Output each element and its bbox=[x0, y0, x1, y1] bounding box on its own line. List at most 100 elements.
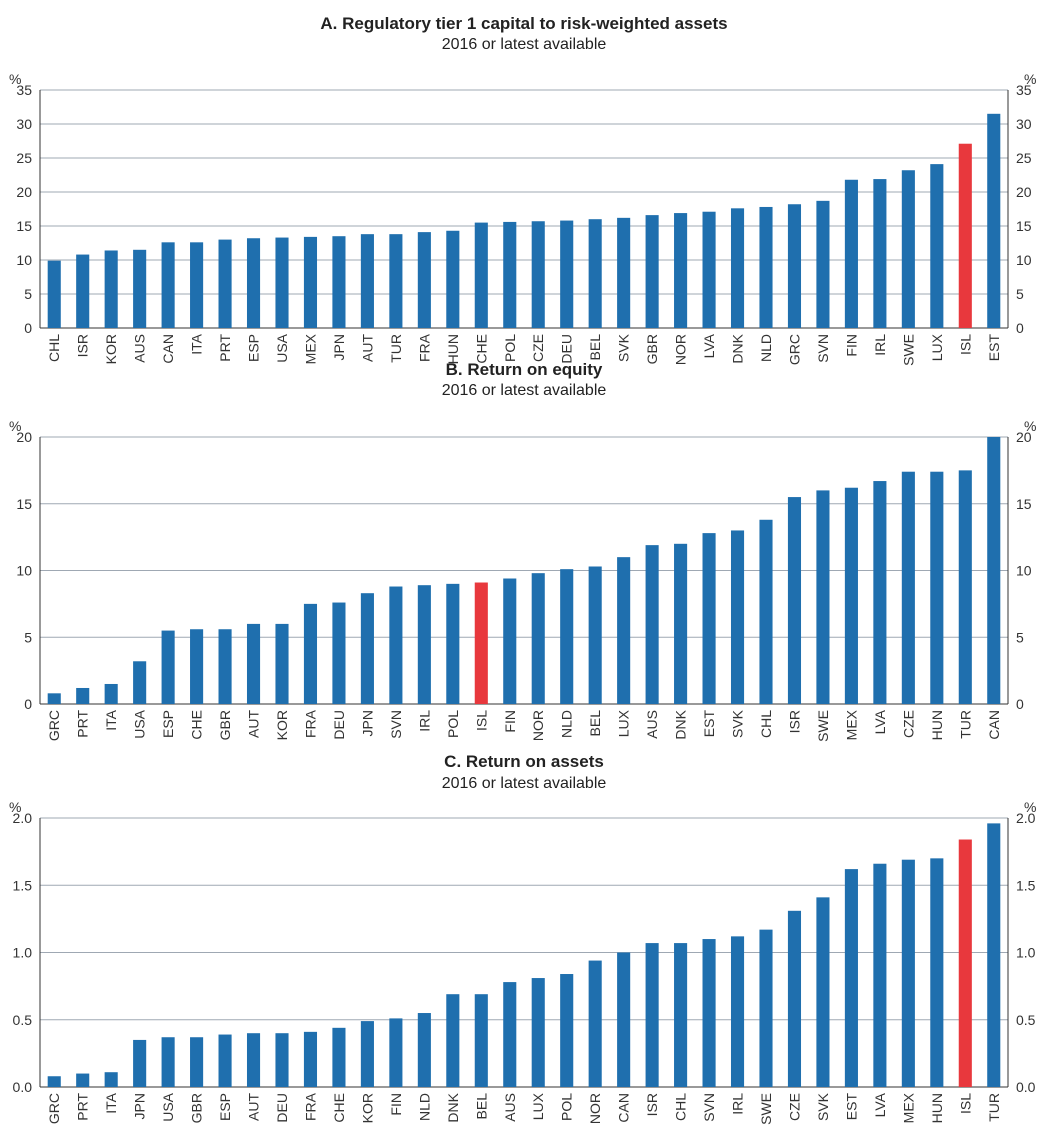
bar-nld bbox=[417, 1013, 431, 1087]
x-tick-label: POL bbox=[559, 1093, 575, 1121]
bar-fin bbox=[844, 179, 858, 328]
unit-label-left: % bbox=[9, 71, 21, 87]
y-tick-label-left: 30 bbox=[16, 116, 32, 132]
panel-b-title: B. Return on equity bbox=[445, 360, 603, 379]
x-tick-label: LUX bbox=[929, 333, 945, 361]
y-tick-label-left: 25 bbox=[16, 150, 32, 166]
panel-c-title: C. Return on assets bbox=[444, 752, 604, 771]
y-tick-label-left: 20 bbox=[16, 184, 32, 200]
bar-est bbox=[844, 869, 858, 1087]
y-tick-label-right: 0 bbox=[1016, 696, 1024, 712]
bar-svk bbox=[617, 217, 631, 328]
bar-aus bbox=[503, 982, 517, 1087]
panel-a-subtitle: 2016 or latest available bbox=[441, 36, 607, 53]
bar-che bbox=[474, 222, 488, 328]
x-tick-label: AUT bbox=[246, 710, 262, 738]
bar-hun bbox=[930, 858, 944, 1087]
y-tick-label-left: 1.5 bbox=[13, 877, 33, 893]
x-tick-label: HUN bbox=[445, 334, 461, 364]
bar-chl bbox=[47, 260, 61, 328]
bar-can bbox=[161, 242, 175, 328]
bar-pol bbox=[446, 583, 460, 704]
x-tick-label: FIN bbox=[388, 1093, 404, 1116]
panel-a-title: A. Regulatory tier 1 capital to risk-wei… bbox=[320, 14, 728, 33]
x-tick-label: CZE bbox=[900, 710, 916, 738]
y-tick-label-right: 15 bbox=[1016, 496, 1032, 512]
bar-mex bbox=[844, 487, 858, 704]
bar-bel bbox=[474, 994, 488, 1087]
y-tick-label-left: 15 bbox=[16, 496, 32, 512]
x-tick-label: FIN bbox=[843, 334, 859, 357]
bar-cze bbox=[531, 221, 545, 328]
x-tick-label: NOR bbox=[587, 1093, 603, 1124]
x-tick-label: JPN bbox=[331, 334, 347, 360]
x-tick-label: CZE bbox=[530, 334, 546, 362]
bar-che bbox=[332, 1027, 346, 1087]
bar-aut bbox=[246, 1033, 261, 1087]
x-tick-label: KOR bbox=[103, 334, 119, 364]
x-tick-label: PRT bbox=[75, 710, 91, 738]
bar-grc bbox=[47, 693, 61, 704]
x-tick-label: SVN bbox=[701, 1093, 717, 1122]
x-tick-label: NLD bbox=[758, 334, 774, 362]
bar-nor bbox=[674, 213, 688, 328]
bar-ita bbox=[190, 242, 204, 328]
x-tick-label: CHE bbox=[189, 710, 205, 740]
y-tick-label-right: 5 bbox=[1016, 629, 1024, 645]
x-tick-label: ISR bbox=[644, 1093, 660, 1116]
bar-ita bbox=[104, 1072, 118, 1087]
bar-aut bbox=[360, 234, 374, 328]
bar-can bbox=[987, 437, 1001, 704]
bar-isl bbox=[958, 839, 972, 1087]
x-tick-label: AUS bbox=[132, 334, 148, 363]
panel-c-subtitle: 2016 or latest available bbox=[441, 775, 607, 792]
bar-jpn bbox=[360, 593, 374, 704]
chart-b: % % 0 0 5 5 10 10 15 15 20 20 GRC PRT ITA USA ESP CHE GBR A… bbox=[9, 418, 1036, 742]
bar-grc bbox=[47, 1076, 61, 1087]
x-tick-label: POL bbox=[445, 710, 461, 738]
x-tick-label: ISL bbox=[473, 710, 489, 731]
bar-est bbox=[987, 113, 1001, 328]
bar-prt bbox=[218, 239, 232, 328]
bar-aus bbox=[645, 545, 659, 704]
bar-hun bbox=[446, 230, 460, 328]
x-tick-label: GBR bbox=[189, 1093, 205, 1123]
bar-tur bbox=[958, 470, 972, 704]
bar-swe bbox=[759, 929, 773, 1087]
unit-label-left: % bbox=[9, 418, 21, 434]
bar-ita bbox=[104, 683, 118, 704]
bar-isr bbox=[645, 943, 659, 1087]
y-tick-label-right: 1.0 bbox=[1016, 945, 1036, 961]
bar-aus bbox=[133, 249, 147, 328]
unit-label-right: % bbox=[1024, 418, 1036, 434]
bar-fin bbox=[389, 1018, 403, 1087]
x-tick-label: SVK bbox=[730, 709, 746, 738]
bar-hun bbox=[930, 471, 944, 704]
panel-a: A. Regulatory tier 1 capital to risk-wei… bbox=[0, 0, 1048, 375]
x-tick-label: DEU bbox=[274, 1093, 290, 1123]
x-tick-label: NOR bbox=[673, 334, 689, 365]
bar-swe bbox=[816, 490, 830, 704]
y-tick-label-right: 30 bbox=[1016, 116, 1032, 132]
y-tick-label-left: 0.5 bbox=[13, 1012, 33, 1028]
bar-pol bbox=[503, 221, 517, 328]
x-tick-label: JPN bbox=[132, 1093, 148, 1119]
y-tick-label-left: 0.0 bbox=[13, 1079, 33, 1095]
x-tick-label: FRA bbox=[302, 1092, 318, 1121]
bar-nld bbox=[560, 569, 574, 704]
bar-bel bbox=[588, 566, 602, 704]
x-tick-label: DNK bbox=[730, 333, 746, 363]
bar-lva bbox=[873, 863, 887, 1087]
y-tick-label-right: 2.0 bbox=[1016, 810, 1036, 826]
x-tick-label: SVN bbox=[815, 334, 831, 363]
x-tick-label: MEX bbox=[302, 333, 318, 364]
x-tick-label: CAN bbox=[986, 710, 1002, 740]
y-tick-label-left: 10 bbox=[16, 563, 32, 579]
x-tick-label: FIN bbox=[502, 710, 518, 733]
bar-esp bbox=[246, 238, 261, 328]
x-tick-label: GBR bbox=[644, 334, 660, 364]
bar-deu bbox=[332, 602, 346, 704]
chart-a: % % 0 0 5 5 10 10 15 15 20 20 25 25 30 30 35 35 CHL ISR KOR A… bbox=[9, 71, 1036, 366]
bar-nld bbox=[759, 206, 773, 328]
x-tick-label: BEL bbox=[587, 334, 603, 361]
